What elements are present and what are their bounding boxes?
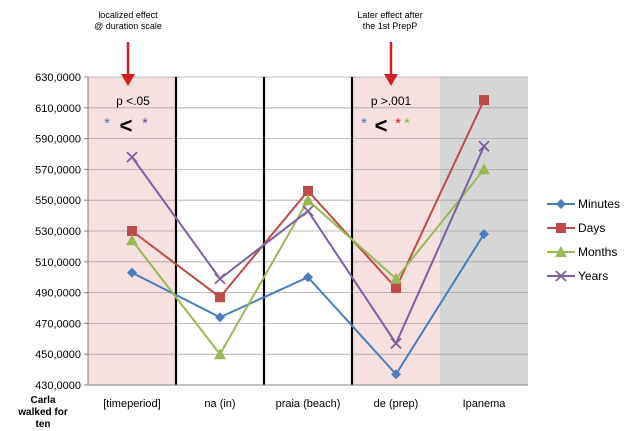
axes: 630,0000 610,0000 590,0000 570,0000 550,0000… bbox=[35, 72, 528, 410]
data-point-months bbox=[478, 163, 490, 175]
data-point-minutes bbox=[391, 369, 401, 380]
left-star-purple: * bbox=[142, 115, 148, 132]
subject-label: Carla walked for ten bbox=[10, 395, 76, 431]
y-tick-label: 450,0000 bbox=[35, 349, 81, 361]
legend-marker bbox=[556, 199, 566, 209]
y-tick-label: 630,0000 bbox=[35, 72, 81, 84]
legend-marker bbox=[555, 246, 567, 257]
data-point-years bbox=[214, 273, 226, 285]
x-tick-label: Ipanema bbox=[463, 398, 507, 410]
data-point-minutes bbox=[215, 312, 225, 323]
legend-marker bbox=[555, 270, 567, 282]
data-point-months bbox=[302, 194, 314, 206]
subject-line-3: ten bbox=[35, 419, 51, 430]
x-tick-label: [timeperiod] bbox=[103, 398, 160, 410]
annotations: p <.05 * < * p >.001 * < * * bbox=[104, 42, 412, 138]
data-point-years bbox=[302, 205, 314, 217]
legend-marker bbox=[556, 223, 566, 233]
right-annotation-note: Later effect after the 1st PrepP bbox=[330, 10, 450, 32]
y-tick-label: 510,0000 bbox=[35, 257, 81, 269]
left-p-value: p <.05 bbox=[116, 94, 150, 108]
subject-line-2: walked for bbox=[18, 407, 68, 418]
subject-line-1: Carla bbox=[30, 395, 56, 406]
y-tick-label: 490,0000 bbox=[35, 288, 81, 300]
data-point-days bbox=[127, 226, 137, 236]
y-tick-label: 430,0000 bbox=[35, 380, 81, 392]
data-series bbox=[126, 95, 490, 380]
x-tick-label: praia (beach) bbox=[276, 398, 341, 410]
data-point-months bbox=[390, 272, 402, 284]
right-note-line-2: the 1st PrepP bbox=[362, 21, 418, 31]
data-point-minutes bbox=[127, 267, 137, 278]
data-point-years bbox=[126, 151, 138, 163]
legend-label: Minutes bbox=[578, 197, 620, 211]
data-point-years bbox=[478, 140, 490, 152]
right-p-value: p >.001 bbox=[371, 94, 412, 108]
y-tick-label: 610,0000 bbox=[35, 103, 81, 115]
left-arrow-head-icon bbox=[121, 74, 135, 86]
right-star-blue: * bbox=[361, 115, 367, 132]
data-point-months bbox=[214, 348, 226, 360]
region-dividers bbox=[174, 77, 354, 385]
legend-label: Years bbox=[578, 269, 608, 283]
y-tick-label: 590,0000 bbox=[35, 134, 81, 146]
data-point-days bbox=[303, 185, 313, 196]
data-point-minutes bbox=[479, 229, 489, 240]
legend-label: Months bbox=[578, 245, 617, 259]
right-note-line-1: Later effect after bbox=[357, 10, 423, 20]
left-annotation-note: localized effect @ duration scale bbox=[68, 10, 188, 32]
data-point-months bbox=[126, 234, 138, 246]
left-less-than: < bbox=[120, 113, 133, 138]
right-star-red: * bbox=[395, 115, 401, 132]
left-note-line-2: @ duration scale bbox=[94, 21, 162, 31]
y-tick-label: 470,0000 bbox=[35, 318, 81, 330]
right-arrow-head-icon bbox=[384, 74, 398, 86]
data-point-days bbox=[215, 292, 225, 303]
data-point-years bbox=[390, 337, 402, 350]
x-tick-label: de (prep) bbox=[374, 398, 419, 410]
legend-label: Days bbox=[578, 221, 605, 235]
right-less-than: < bbox=[375, 113, 388, 138]
x-tick-label: na (in) bbox=[204, 398, 235, 410]
right-star-green: * bbox=[404, 115, 410, 132]
y-tick-label: 570,0000 bbox=[35, 164, 81, 176]
left-star-blue: * bbox=[104, 115, 110, 132]
left-note-line-1: localized effect bbox=[98, 10, 158, 20]
data-point-days bbox=[479, 95, 489, 106]
data-point-days bbox=[391, 282, 401, 293]
legend: Minutes Days Months Years bbox=[547, 197, 620, 283]
y-tick-label: 530,0000 bbox=[35, 226, 81, 238]
data-point-minutes bbox=[303, 272, 313, 283]
y-tick-label: 550,0000 bbox=[35, 195, 81, 207]
